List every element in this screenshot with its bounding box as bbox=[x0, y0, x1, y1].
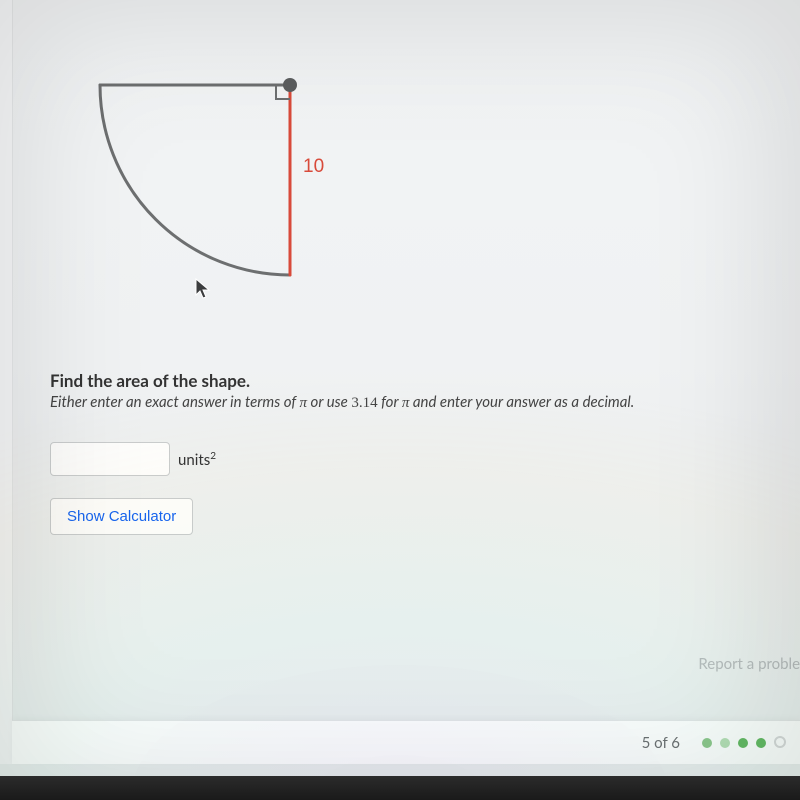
subtitle-part-1: Either enter an exact answer in terms of bbox=[50, 393, 300, 411]
progress-dot-3[interactable] bbox=[738, 738, 748, 748]
progress-strip: 5 of 6 bbox=[12, 720, 800, 764]
progress-dots bbox=[694, 733, 786, 752]
show-calculator-button[interactable]: Show Calculator bbox=[50, 498, 193, 535]
answer-row: units2 bbox=[50, 442, 770, 476]
question-block: Find the area of the shape. Either enter… bbox=[50, 370, 770, 412]
sector-arc bbox=[100, 85, 290, 275]
progress-dot-4[interactable] bbox=[756, 738, 766, 748]
question-title: Find the area of the shape. bbox=[50, 370, 770, 391]
sector-figure: 10 bbox=[85, 50, 345, 310]
laptop-bezel bbox=[0, 776, 800, 800]
sector-svg: 10 bbox=[85, 50, 345, 310]
center-dot bbox=[283, 78, 297, 92]
subtitle-part-4: and enter your answer as a decimal. bbox=[409, 393, 634, 411]
answer-input[interactable] bbox=[50, 442, 170, 476]
pi-symbol-1: π bbox=[300, 395, 308, 411]
units-label: units2 bbox=[178, 450, 216, 469]
progress-dot-1[interactable] bbox=[702, 738, 712, 748]
progress-dot-5[interactable] bbox=[774, 736, 786, 748]
screen: 10 Find the area of the shape. Either en… bbox=[0, 0, 800, 800]
subtitle-part-3: for bbox=[378, 393, 402, 411]
units-exponent: 2 bbox=[210, 450, 216, 462]
radius-label: 10 bbox=[303, 156, 324, 177]
progress-text: 5 of 6 bbox=[642, 734, 680, 752]
content-area: 10 Find the area of the shape. Either en… bbox=[0, 0, 800, 535]
units-base: units bbox=[178, 451, 210, 469]
subtitle-part-2: or use bbox=[307, 393, 351, 411]
question-subtitle: Either enter an exact answer in terms of… bbox=[50, 393, 770, 412]
calculator-row: Show Calculator bbox=[50, 498, 770, 535]
subtitle-number: 3.14 bbox=[351, 395, 377, 411]
report-problem-link[interactable]: Report a proble bbox=[698, 655, 800, 673]
progress-dot-2[interactable] bbox=[720, 738, 730, 748]
